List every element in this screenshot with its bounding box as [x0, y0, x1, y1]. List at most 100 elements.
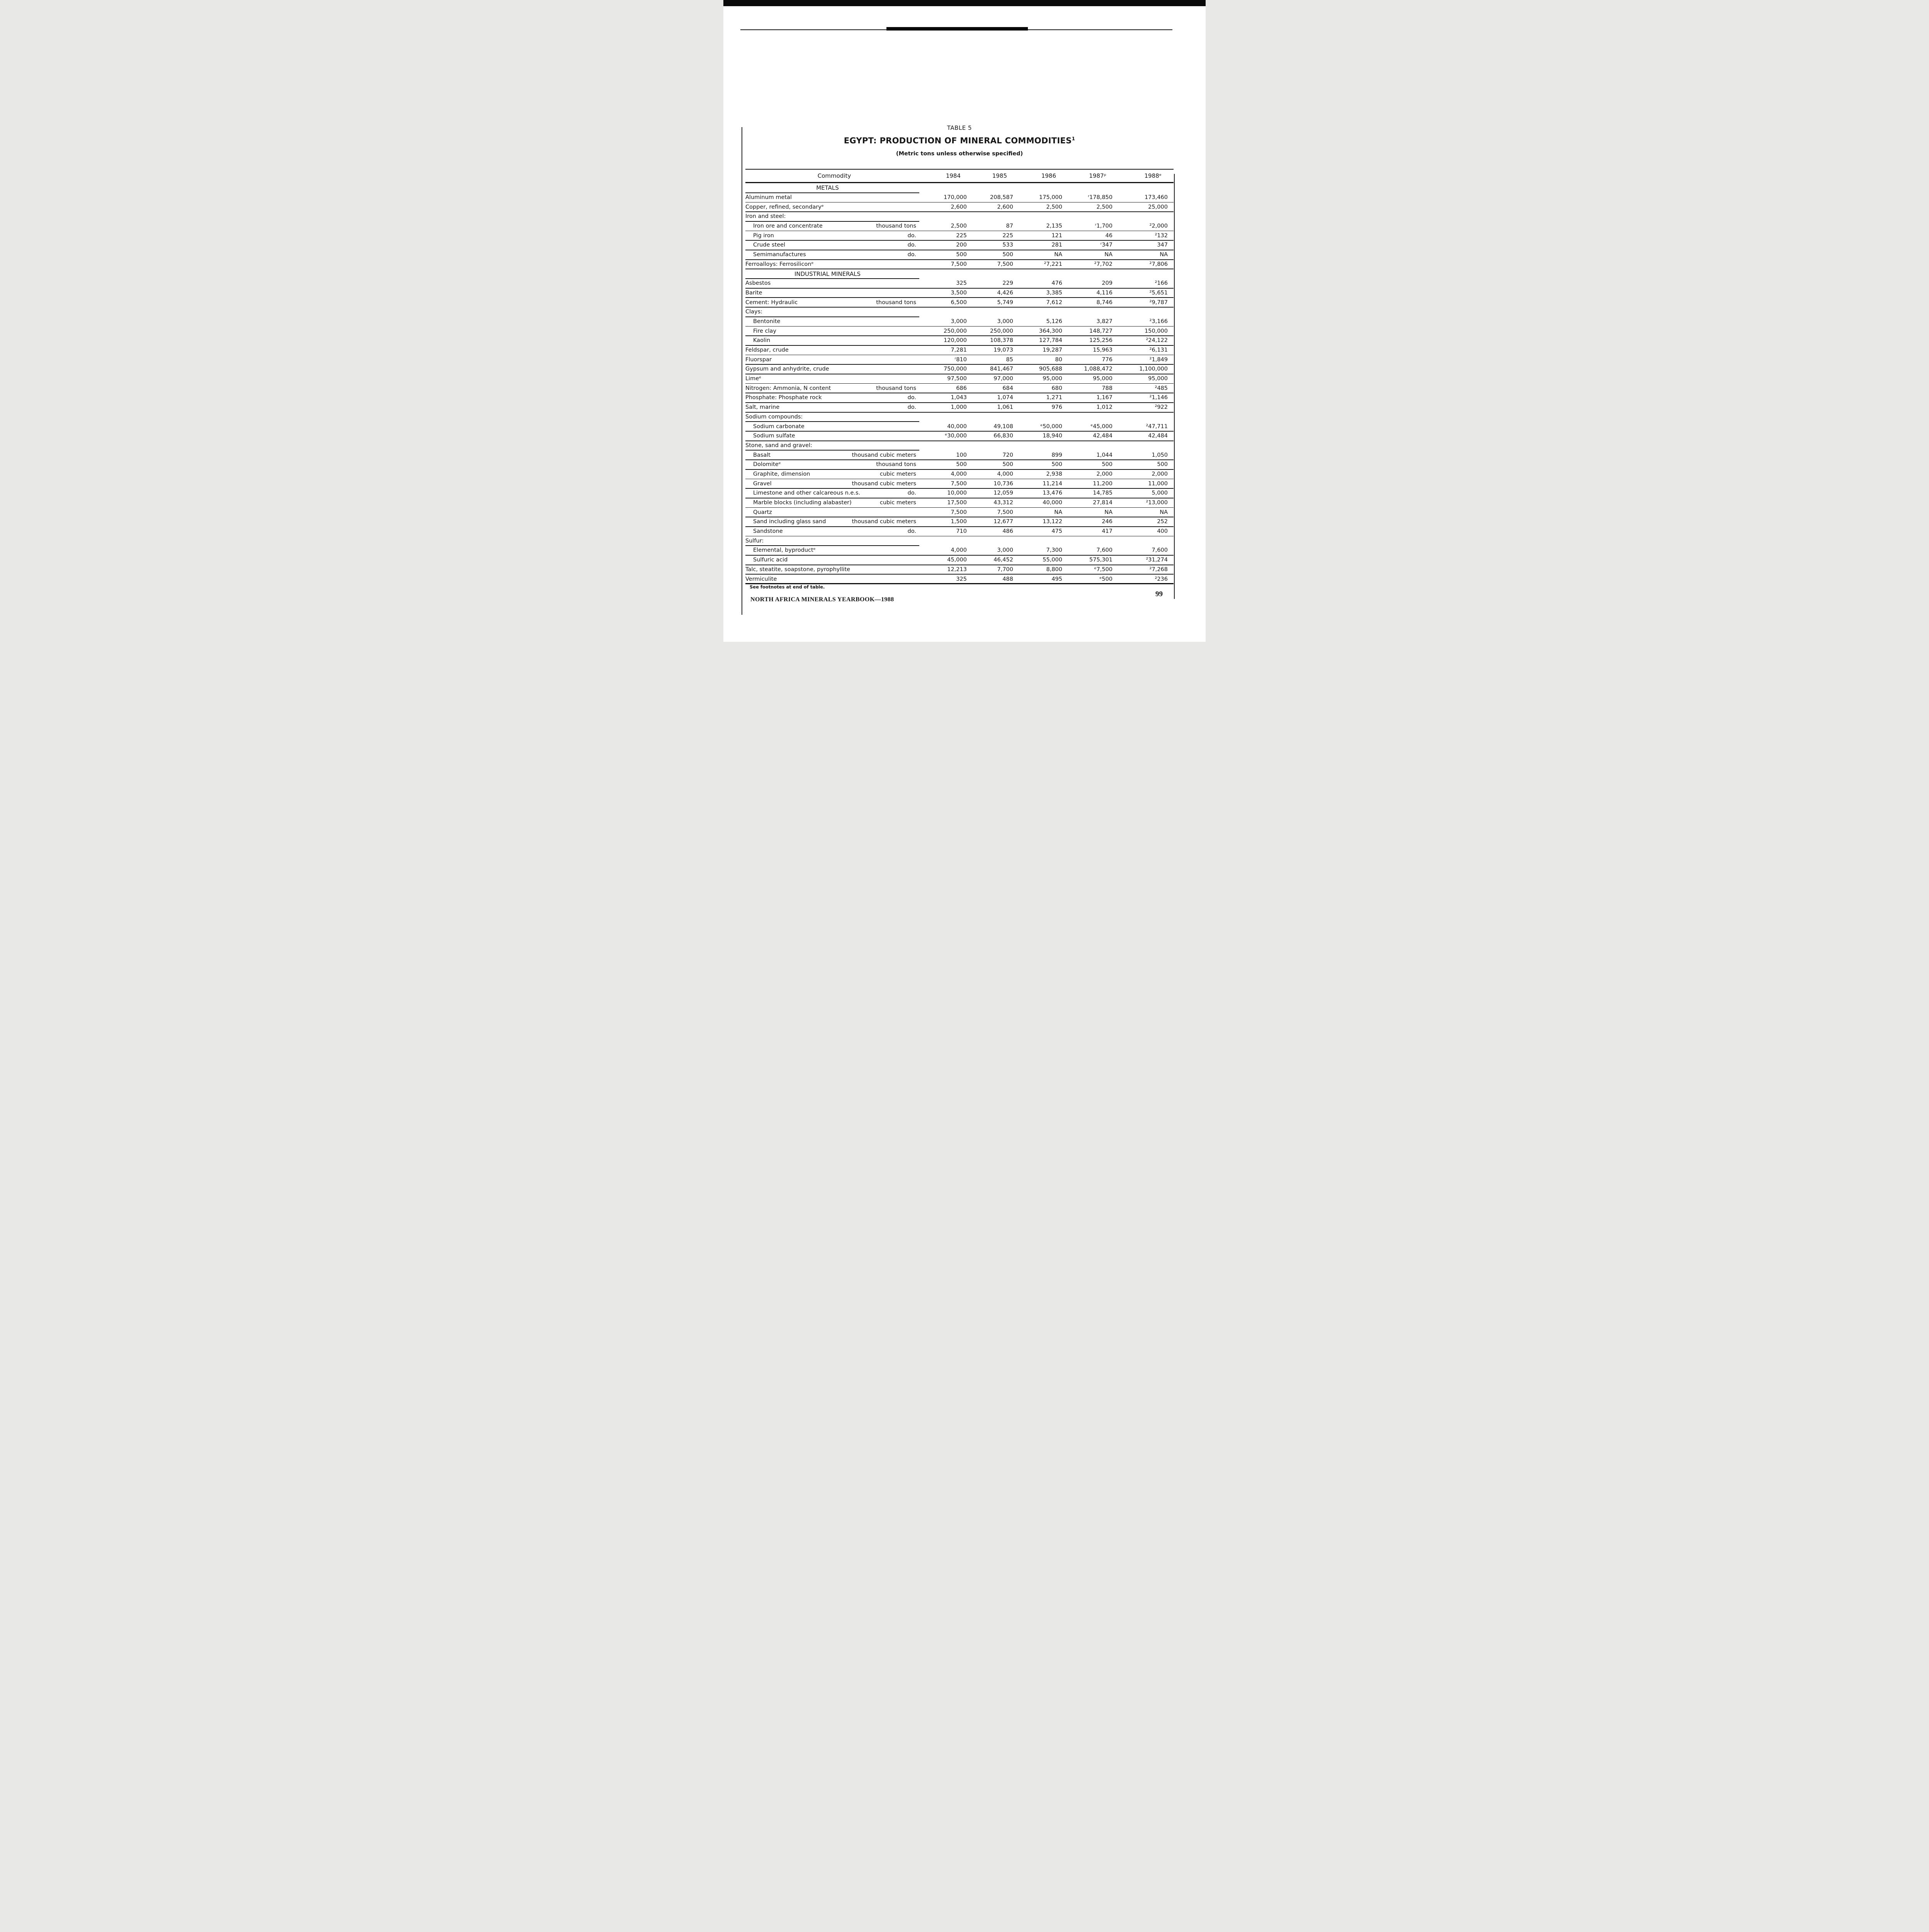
value-cell: 2,500 — [1046, 204, 1062, 210]
value-cell: 7,500 — [997, 261, 1013, 267]
value-cell: NA — [1054, 509, 1062, 515]
commodity-label: Semimanufactures — [753, 252, 806, 258]
table-row: Bentonite 3,000 3,000 5,126 3,827 ²3,166 — [745, 317, 1174, 327]
value-cell: 7,281 — [951, 347, 967, 354]
commodity-label: Sodium compounds: — [745, 413, 803, 420]
commodity-cell: Semimanufactures do. — [745, 252, 923, 258]
table-row: Limestone and other calcareous n.e.s. do.… — [745, 488, 1174, 498]
value-cell: 7,500 — [951, 509, 967, 515]
table-row: Kaolin 120,000 108,378 127,784 125,256 ²24,12… — [745, 336, 1174, 346]
commodity-label: Clays: — [745, 309, 763, 315]
table-row: Basalt thousand cubic meters 100 720 899 1,04… — [745, 450, 1174, 460]
commodity-label: Cement: Hydraulic — [745, 299, 798, 306]
value-cell: 3,827 — [1096, 318, 1112, 325]
year-column-header: 1985 — [992, 172, 1007, 179]
group-header-row: Stone, sand and gravel: — [745, 441, 1174, 451]
page-title-text: EGYPT: PRODUCTION OF MINERAL COMMODITIES — [844, 136, 1072, 145]
commodity-cell: Limestone and other calcareous n.e.s. do. — [745, 490, 923, 496]
commodity-label: Bentonite — [753, 318, 781, 325]
value-cell: 7,500 — [951, 261, 967, 267]
year-column-header: 1984 — [946, 172, 961, 179]
table-row: Pig iron do. 225 225 121 46 ²132 — [745, 231, 1174, 241]
value-cell: ᵉ500 — [1099, 576, 1112, 582]
value-cell: 7,700 — [997, 566, 1013, 573]
value-cell: 46,452 — [993, 557, 1013, 563]
commodity-cell: Basalt thousand cubic meters — [745, 452, 923, 458]
table-row: Crude steel do. 200 533 281 ʳ347 347 — [745, 240, 1174, 250]
commodity-cell: Sodium sulfate — [745, 433, 923, 439]
value-cell: 3,385 — [1046, 289, 1062, 296]
value-cell: ʳ810 — [954, 356, 967, 363]
value-cell: 200 — [956, 242, 967, 248]
commodity-label: Iron and steel: — [745, 213, 786, 220]
commodity-cell: Sandstone do. — [745, 528, 923, 534]
commodity-label: Gravel — [753, 480, 772, 487]
value-cell: ²2,000 — [1149, 223, 1168, 230]
value-cell: 11,000 — [1148, 480, 1168, 487]
value-cell: 2,000 — [1152, 471, 1168, 477]
value-cell: 1,271 — [1046, 395, 1062, 401]
value-cell: 66,830 — [993, 433, 1013, 439]
unit-label: thousand tons — [876, 299, 916, 306]
commodity-label: Stone, sand and gravel: — [745, 442, 812, 449]
table-row: Fire clay 250,000 250,000 364,300 148,727 150… — [745, 326, 1174, 336]
value-cell: 12,213 — [947, 566, 967, 573]
commodity-label: Dolomiteᵉ — [753, 461, 781, 468]
value-cell: 3,000 — [997, 547, 1013, 554]
row-rule — [745, 478, 1174, 480]
table-row: Copper, refined, secondaryᵉ 2,600 2,600 2,5… — [745, 202, 1174, 213]
page-number: 99 — [1155, 590, 1163, 598]
unit-label: cubic meters — [879, 471, 916, 477]
commodity-label: Sulfur: — [745, 537, 764, 544]
value-cell: 7,500 — [951, 480, 967, 487]
value-cell: 905,688 — [1039, 366, 1062, 372]
commodity-label: Phosphate: Phosphate rock — [745, 395, 822, 401]
value-cell: 170,000 — [944, 194, 967, 201]
value-cell: ²7,221 — [1044, 261, 1062, 267]
value-cell: ²1,146 — [1149, 395, 1168, 401]
value-cell: 13,476 — [1043, 490, 1062, 497]
commodity-label: Sulfuric acid — [753, 557, 788, 563]
value-cell: 15,963 — [1093, 347, 1112, 354]
row-rule — [745, 383, 1174, 384]
commodity-label: Graphite, dimension — [753, 471, 810, 477]
table-row: Marble blocks (including alabaster) cubic… — [745, 498, 1174, 508]
row-rule — [745, 202, 1174, 203]
value-cell: 1,500 — [951, 519, 967, 525]
value-cell: 2,000 — [1096, 471, 1112, 477]
value-cell: 776 — [1102, 356, 1112, 363]
value-cell: ʳ178,850 — [1088, 194, 1112, 201]
value-cell: 1,100,000 — [1139, 366, 1168, 372]
commodity-cell: Nitrogen: Ammonia, N content thousand ton… — [745, 385, 923, 391]
table-row: Phosphate: Phosphate rock do. 1,043 1,074 1,… — [745, 393, 1174, 403]
value-cell: NA — [1160, 509, 1168, 515]
publication-footer: NORTH AFRICA MINERALS YEARBOOK—1988 — [750, 596, 894, 603]
value-cell: 488 — [1002, 576, 1013, 582]
value-cell: 4,000 — [951, 471, 967, 477]
commodity-label: METALS — [816, 184, 839, 192]
table-row: Barite 3,500 4,426 3,385 4,116 ²5,651 — [745, 288, 1174, 298]
commodity-cell: Sand including glass sand thousand cubic … — [745, 519, 923, 525]
value-cell: 8,800 — [1046, 566, 1062, 573]
commodity-label: Nitrogen: Ammonia, N content — [745, 385, 831, 391]
value-cell: 250,000 — [944, 328, 967, 334]
commodity-cell: Iron ore and concentrate thousand tons — [745, 223, 923, 229]
value-cell: ²485 — [1155, 385, 1168, 391]
row-rule — [745, 326, 1174, 327]
commodity-label: Sodium carbonate — [753, 423, 805, 430]
value-cell: 7,600 — [1152, 547, 1168, 554]
row-rule — [745, 583, 1174, 584]
unit-label: do. — [907, 242, 916, 248]
value-cell: 976 — [1051, 404, 1062, 411]
commodity-cell: METALS — [745, 184, 923, 191]
commodity-cell: Copper, refined, secondaryᵉ — [745, 204, 923, 210]
value-cell: 46 — [1105, 232, 1112, 239]
commodity-label: Vermiculite — [745, 576, 777, 582]
value-cell: 7,300 — [1046, 547, 1062, 554]
value-cell: 40,000 — [1043, 500, 1062, 506]
commodity-cell: Asbestos — [745, 280, 923, 286]
value-cell: 680 — [1051, 385, 1062, 391]
value-cell: 208,587 — [990, 194, 1013, 201]
value-cell: 2,600 — [951, 204, 967, 210]
value-cell: 95,000 — [1148, 376, 1168, 382]
